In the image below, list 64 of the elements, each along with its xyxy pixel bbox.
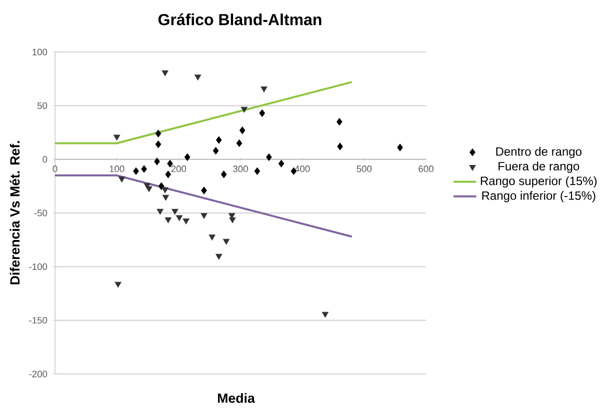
legend-label: Rango superior (15%) [480,176,597,188]
point [236,139,242,147]
y-tick-label: -200 [29,370,48,378]
x-tick-label: 500 [356,166,372,172]
point [254,167,260,175]
point [212,147,219,154]
point [220,170,227,178]
point [158,182,164,190]
point [155,130,162,138]
point [184,153,190,161]
point [240,106,248,113]
x-tick-label: 0 [52,166,58,172]
point [266,153,272,161]
point [155,140,162,148]
point [223,238,230,245]
x-tick-label: 300 [233,166,248,172]
y-tick-label: -100 [29,263,48,270]
legend-label: Dentro de rango [496,146,582,158]
y-tick-label: 0 [42,156,48,163]
y-tick-label: -50 [34,210,48,216]
point [200,213,208,219]
y-tick-label: 50 [37,102,48,109]
point [118,176,126,182]
point [146,186,152,192]
chart-title: Gráfico Bland-Altman [158,13,322,26]
point [114,282,122,288]
point [208,234,216,240]
point [336,118,342,126]
point [167,160,173,168]
point [133,167,139,175]
point [164,217,172,224]
point [194,74,202,80]
point [162,194,169,201]
y-tick-label: 100 [32,48,48,56]
x-tick-label: 400 [294,166,310,172]
y-tick-label: -150 [29,317,48,324]
legend-label: Rango inferior (-15%) [482,191,596,202]
x-tick-label: 600 [418,166,434,172]
point [216,254,222,260]
point [397,144,403,152]
point [141,165,147,173]
point [156,208,164,215]
point [337,142,343,150]
x-tick-label: 100 [110,166,124,172]
point [260,86,268,92]
point [162,187,168,194]
point [239,126,246,134]
point [229,217,236,224]
x-tick-label: 200 [171,166,186,172]
point [182,218,190,224]
point [165,170,172,178]
point [322,312,328,318]
point [154,158,160,166]
point [176,215,183,222]
legend-label: Fuera de rango [498,162,580,173]
point [201,186,207,194]
point [216,136,222,144]
point [162,70,168,76]
y-axis-title: Diferencia Vs Mét. Ref. [10,141,20,284]
point [172,208,178,215]
point [259,109,266,117]
x-axis-title: Media [218,393,255,403]
point [114,134,120,141]
point [278,160,284,168]
